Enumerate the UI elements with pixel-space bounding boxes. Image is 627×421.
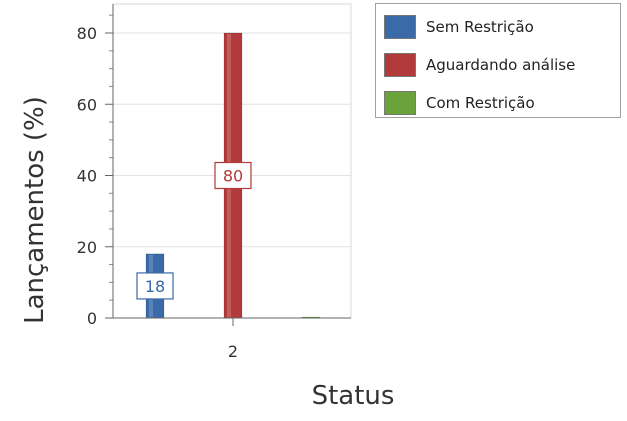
axes: 0 20 40 60 80 2 bbox=[77, 4, 351, 361]
legend-item-sem-restricao: Sem Restrição bbox=[384, 14, 534, 40]
legend-swatch bbox=[384, 15, 416, 39]
y-tick-label: 0 bbox=[87, 309, 97, 328]
data-label-box bbox=[214, 161, 252, 190]
x-axis-title: Status bbox=[312, 381, 395, 411]
legend-label: Com Restrição bbox=[426, 94, 535, 112]
data-label-box bbox=[136, 272, 174, 300]
y-axis-title: Lançamentos (%) bbox=[20, 96, 50, 324]
y-tick-label: 20 bbox=[77, 238, 97, 257]
legend-swatch bbox=[384, 53, 416, 77]
y-tick-label: 60 bbox=[77, 95, 97, 114]
y-tick-label: 40 bbox=[77, 167, 97, 186]
legend: Sem Restrição Aguardando análise Com Res… bbox=[375, 3, 621, 118]
legend-item-aguardando-analise: Aguardando análise bbox=[384, 52, 575, 78]
legend-item-com-restricao: Com Restrição bbox=[384, 90, 535, 116]
legend-swatch bbox=[384, 91, 416, 115]
data-label: 80 bbox=[223, 167, 243, 186]
y-tick-label: 80 bbox=[77, 24, 97, 43]
data-label: 18 bbox=[145, 277, 165, 296]
x-tick-label: 2 bbox=[228, 342, 238, 361]
legend-label: Sem Restrição bbox=[426, 18, 534, 36]
legend-label: Aguardando análise bbox=[426, 56, 576, 74]
